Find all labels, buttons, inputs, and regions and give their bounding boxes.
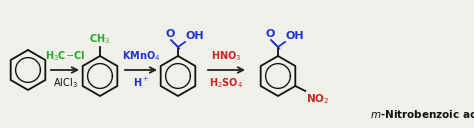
Text: HNO$_3$: HNO$_3$: [211, 49, 242, 63]
Text: H$_2$SO$_4$: H$_2$SO$_4$: [210, 76, 244, 90]
Text: O: O: [265, 29, 275, 39]
Text: KMnO$_4$: KMnO$_4$: [122, 49, 160, 63]
Text: O: O: [165, 29, 175, 39]
Text: NO$_2$: NO$_2$: [306, 92, 330, 106]
Text: CH$_3$: CH$_3$: [90, 32, 110, 46]
Text: $\it{m}$-Nitrobenzoic acid: $\it{m}$-Nitrobenzoic acid: [370, 108, 474, 120]
Text: OH: OH: [186, 31, 205, 41]
Text: H$_3$C$-$Cl: H$_3$C$-$Cl: [45, 49, 85, 63]
Text: OH: OH: [286, 31, 305, 41]
Text: H$^+$: H$^+$: [133, 76, 149, 89]
Text: AlCl$_3$: AlCl$_3$: [53, 76, 77, 90]
